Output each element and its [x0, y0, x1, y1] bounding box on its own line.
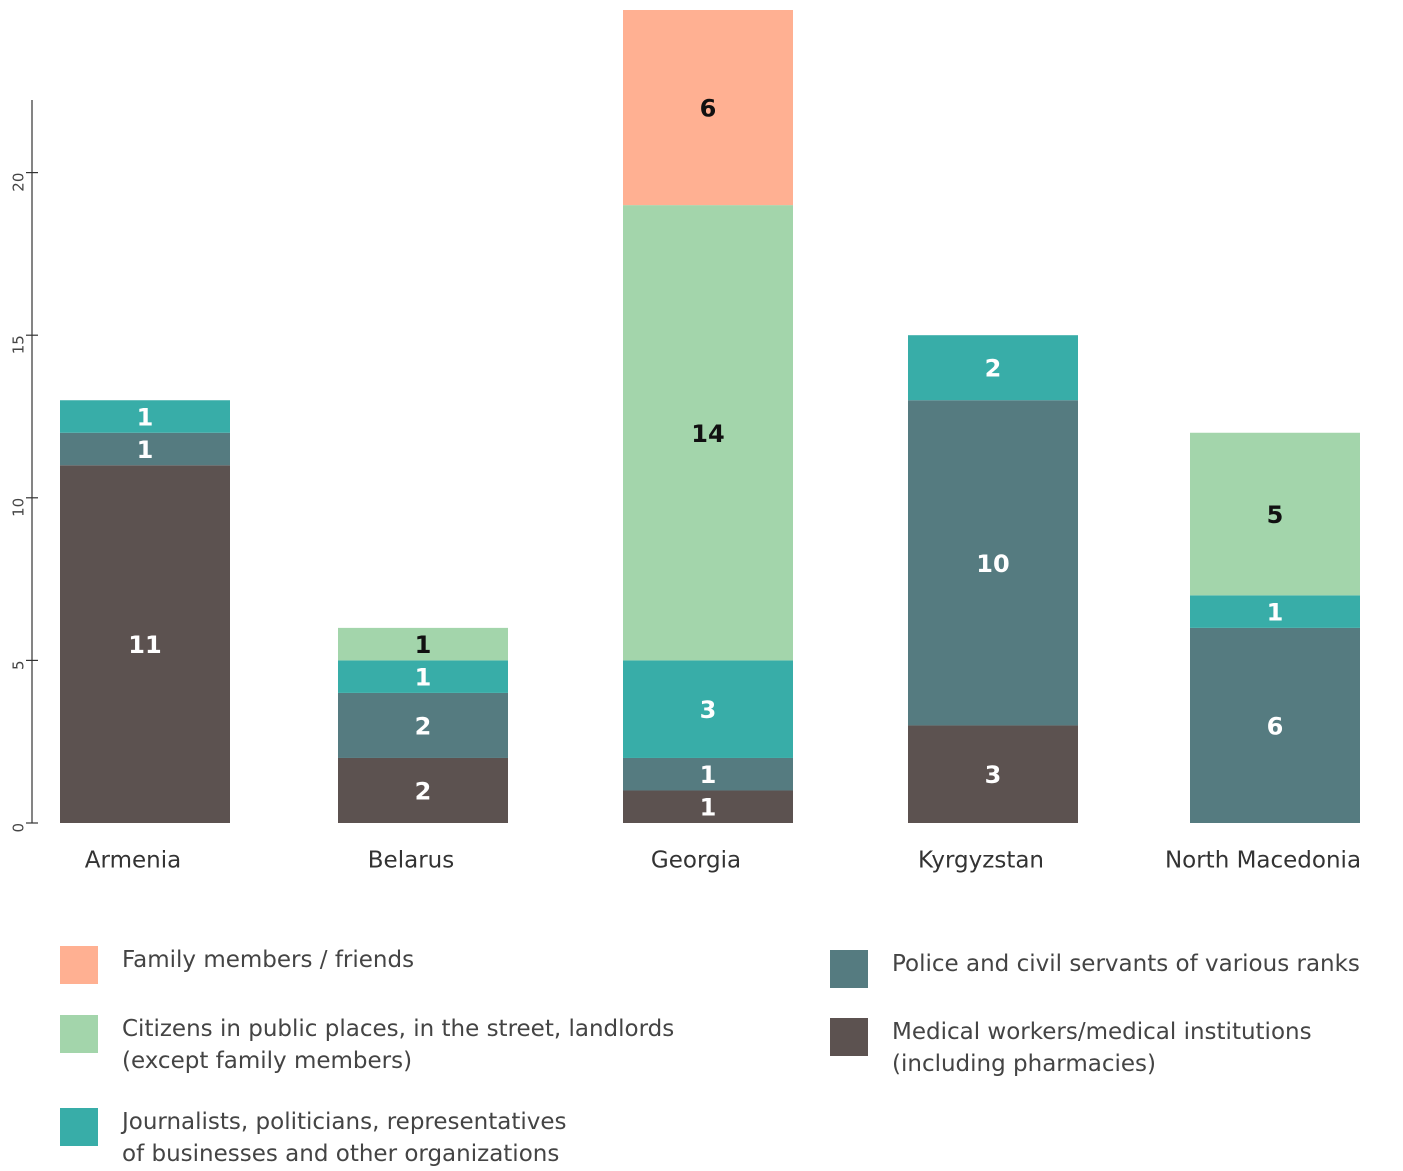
- bar-segment: [60, 400, 230, 433]
- x-tick-label: Kyrgyzstan: [918, 848, 1044, 874]
- data-label: 1: [1267, 599, 1284, 627]
- x-tick-label: Belarus: [368, 848, 454, 874]
- legend-item: Journalists, politicians, representative…: [60, 1108, 592, 1170]
- data-label: 2: [415, 712, 432, 740]
- data-label: 1: [700, 794, 717, 822]
- legend-item: Family members / friends: [60, 946, 682, 984]
- legend-swatch: [60, 1108, 98, 1146]
- legend-item: Police and civil servants of various ran…: [830, 950, 1392, 988]
- bar-segment: [1190, 627, 1360, 823]
- legend-label: Family members / friends: [122, 947, 415, 973]
- bar-segment: [1190, 432, 1360, 596]
- data-label: 6: [700, 95, 717, 123]
- legend-swatch: [60, 1015, 98, 1053]
- legend-label: Medical workers/medical institutions (in…: [892, 1019, 1312, 1077]
- x-tick-label: North Macedonia: [1165, 848, 1361, 874]
- bar-segment: [338, 692, 508, 758]
- legend-swatch: [60, 946, 98, 984]
- data-label: 11: [128, 631, 161, 659]
- y-tick-label: 15: [10, 335, 28, 354]
- data-label: 1: [137, 404, 154, 432]
- legend-label: Journalists, politicians, representative…: [122, 1109, 567, 1167]
- bar-segment: [623, 790, 793, 823]
- bar-segment: [1190, 595, 1360, 628]
- data-label: 1: [415, 631, 432, 659]
- data-label: 1: [700, 761, 717, 789]
- bar-segment: [908, 335, 1078, 401]
- data-label: 14: [691, 420, 724, 448]
- y-tick-label: 10: [10, 498, 28, 517]
- data-label: 5: [1267, 501, 1284, 529]
- data-label: 2: [985, 355, 1002, 383]
- y-tick-label: 20: [10, 173, 28, 192]
- legend-label: Citizens in public places, in the street…: [122, 1016, 675, 1074]
- y-tick-label: 5: [10, 660, 28, 670]
- bar-segment: [60, 465, 230, 823]
- legend-swatch: [830, 1018, 868, 1056]
- legend-label: Police and civil servants of various ran…: [892, 951, 1360, 977]
- chart: 05101520Armenia1111Belarus2211Georgia113…: [10, 10, 1361, 874]
- bar-segment: [338, 757, 508, 823]
- bar-segment: [908, 725, 1078, 823]
- data-label: 3: [700, 696, 717, 724]
- data-label: 3: [985, 761, 1002, 789]
- bar-segment: [623, 757, 793, 791]
- bar-segment: [338, 627, 508, 661]
- x-tick-label: Armenia: [85, 848, 181, 874]
- bar-segment: [623, 205, 793, 661]
- data-label: 1: [137, 436, 154, 464]
- bar-segment: [623, 10, 793, 206]
- bar-segment: [60, 432, 230, 466]
- bar-segment: [338, 660, 508, 693]
- bar-segment: [623, 660, 793, 758]
- legend-swatch: [830, 950, 868, 988]
- bar-segment: [908, 400, 1078, 726]
- data-label: 10: [976, 550, 1009, 578]
- legend-item: Medical workers/medical institutions (in…: [830, 1018, 1352, 1080]
- data-label: 1: [415, 664, 432, 692]
- y-tick-label: 0: [10, 823, 28, 833]
- x-tick-label: Georgia: [651, 848, 741, 874]
- data-label: 2: [415, 777, 432, 805]
- data-label: 6: [1267, 712, 1284, 740]
- legend-item: Citizens in public places, in the street…: [60, 1015, 702, 1077]
